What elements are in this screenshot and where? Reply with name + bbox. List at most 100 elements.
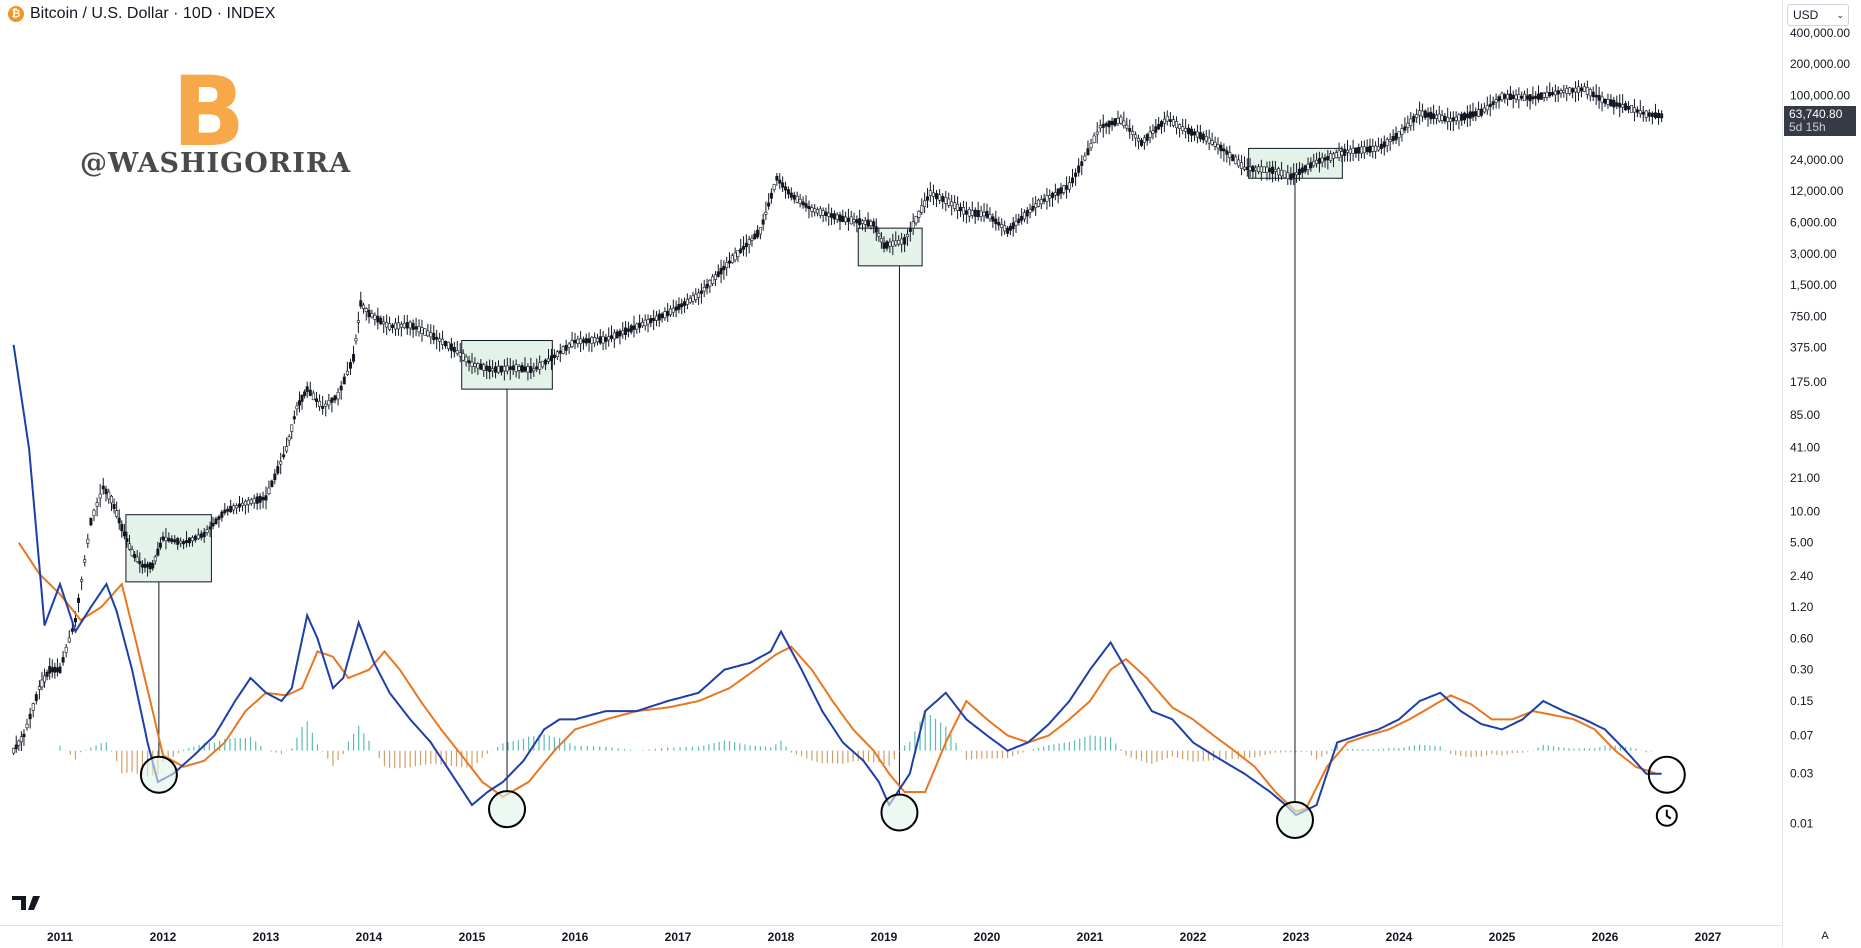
candle-body <box>473 363 477 367</box>
candle-body <box>12 747 16 754</box>
candle-body <box>1403 126 1407 131</box>
candle-body <box>1265 166 1269 173</box>
candle-body <box>1497 96 1501 102</box>
candle-body <box>1048 195 1052 199</box>
candle-body <box>1168 119 1172 122</box>
candle-body <box>196 534 200 539</box>
candle-body <box>488 366 492 373</box>
candle-body <box>1556 90 1560 95</box>
candle-body <box>584 338 588 344</box>
candle-body <box>1165 115 1169 122</box>
candle-body <box>1559 90 1563 94</box>
candle-body <box>1603 98 1607 104</box>
y-tick-label: 2.40 <box>1790 569 1814 583</box>
candle-body <box>953 202 957 209</box>
candle-body <box>292 416 296 420</box>
candle-body <box>505 365 509 372</box>
time-axis[interactable] <box>0 925 1782 948</box>
candle-body <box>1539 92 1543 100</box>
candle-body <box>190 537 194 542</box>
candle-body <box>1517 94 1521 101</box>
candle-body <box>508 366 512 370</box>
candle-body <box>654 315 658 321</box>
candle-body <box>1329 153 1333 161</box>
candle-body <box>879 238 883 243</box>
candle-body <box>1638 110 1642 115</box>
candle-body <box>733 252 737 261</box>
candle-body <box>128 543 132 550</box>
candle-body <box>1119 116 1123 124</box>
candle-body <box>476 363 480 369</box>
price-axis[interactable] <box>1782 0 1861 947</box>
candle-body <box>1346 150 1350 153</box>
candle-body <box>327 400 331 406</box>
candle-body <box>458 352 462 357</box>
auto-scale-button[interactable]: A <box>1821 930 1829 942</box>
candle-body <box>441 338 445 345</box>
candle-body <box>1406 122 1410 128</box>
candle-body <box>1371 146 1375 152</box>
candle-body <box>1098 125 1102 129</box>
candle-body <box>699 290 703 294</box>
candle-body <box>1618 102 1622 108</box>
candle-body <box>846 217 850 222</box>
candle-body <box>1125 124 1129 129</box>
candle-body <box>858 218 862 226</box>
candle-body <box>290 424 294 432</box>
candle-body <box>1594 94 1598 98</box>
candle-body <box>455 350 459 354</box>
candle-body <box>1400 128 1404 135</box>
candle-body <box>544 359 548 365</box>
candle-body <box>590 336 594 344</box>
candle-body <box>1440 115 1444 121</box>
candle-body <box>202 531 206 538</box>
candle-body <box>683 301 687 306</box>
accumulation-zone-box <box>125 514 212 583</box>
candle-body <box>1059 187 1063 194</box>
candle-body <box>1320 157 1324 163</box>
candle-body <box>967 208 971 217</box>
candle-body <box>1365 146 1369 152</box>
candle-body <box>1198 132 1202 140</box>
candle-body <box>1491 101 1495 106</box>
candle-body <box>1629 105 1633 113</box>
candle-body <box>1237 159 1241 167</box>
candle-body <box>223 509 227 514</box>
candle-body <box>1245 166 1249 170</box>
candle-body <box>1465 113 1469 119</box>
candle-body <box>1647 112 1651 117</box>
candle-body <box>1534 95 1538 99</box>
x-tick-label: 2019 <box>871 930 898 944</box>
candle-body <box>330 397 334 403</box>
candle-body <box>1360 146 1364 154</box>
candle-body <box>1181 126 1185 131</box>
candle-body <box>570 340 574 347</box>
candle-body <box>235 505 239 509</box>
chart-plot[interactable] <box>0 0 1782 925</box>
candle-body <box>1660 113 1664 119</box>
candle-body <box>336 391 340 400</box>
candle-body <box>863 220 867 225</box>
candle-body <box>1351 147 1355 154</box>
candle-body <box>161 536 165 541</box>
candle-body <box>1503 94 1507 99</box>
candle-body <box>1468 111 1472 119</box>
candle-body <box>1020 215 1024 221</box>
candle-body <box>308 389 312 396</box>
currency-select[interactable]: USD ⌄ <box>1787 4 1849 26</box>
candle-body <box>1089 143 1093 149</box>
candle-body <box>866 219 870 227</box>
candle-body <box>311 392 315 401</box>
x-tick-label: 2025 <box>1489 930 1516 944</box>
candle-body <box>1101 123 1105 128</box>
candle-body <box>1262 166 1266 173</box>
candle-body <box>426 330 430 337</box>
candle-body <box>1128 128 1132 132</box>
candle-body <box>238 503 242 508</box>
candle-body <box>1317 158 1321 164</box>
candle-body <box>900 238 904 245</box>
candle-body <box>61 657 65 663</box>
candle-body <box>133 554 137 559</box>
candle-body <box>778 179 782 184</box>
candle-body <box>385 321 389 328</box>
